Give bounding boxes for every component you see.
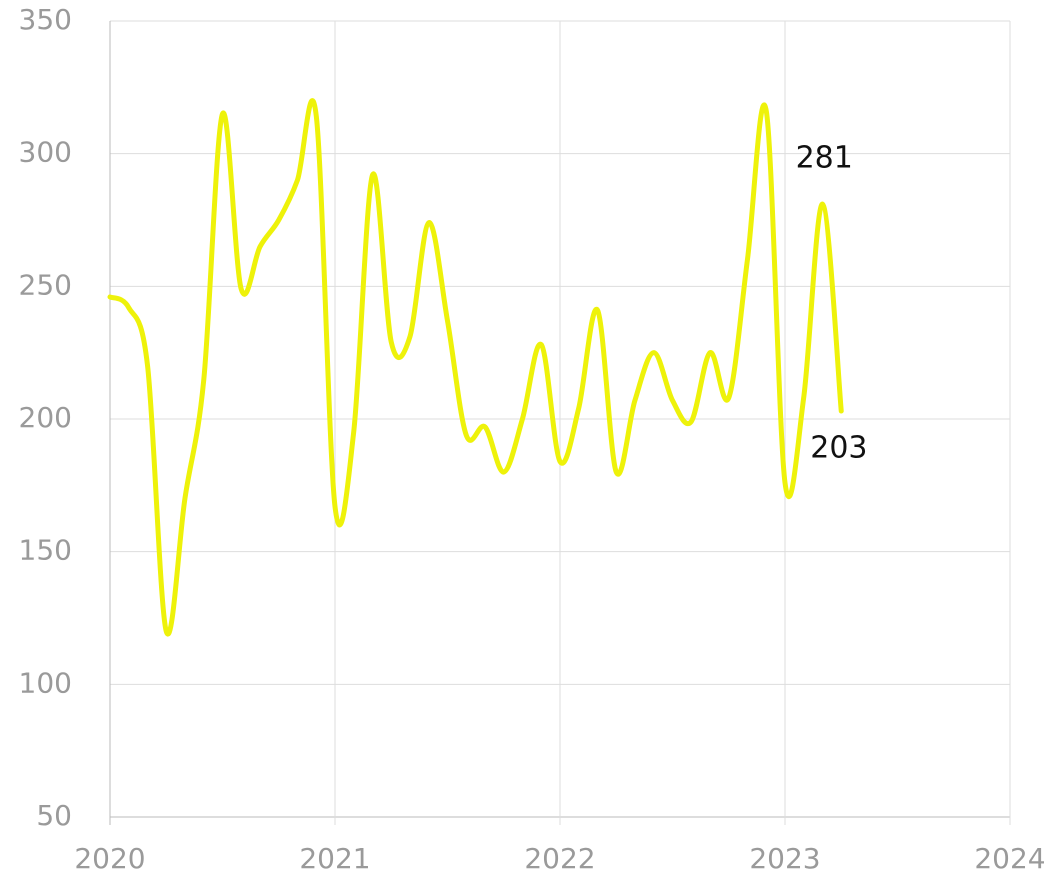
- x-tick-label: 2020: [74, 842, 145, 875]
- x-tick-label: 2022: [524, 842, 595, 875]
- y-tick-label: 50: [36, 799, 72, 832]
- y-tick-label: 350: [19, 3, 72, 36]
- line: [107, 98, 844, 637]
- y-tick-label: 150: [19, 534, 72, 567]
- y-tick-label: 200: [19, 401, 72, 434]
- y-tick-label: 300: [19, 136, 72, 169]
- x-tick-label: 2023: [749, 842, 820, 875]
- y-tick-label: 250: [19, 268, 72, 301]
- x-tick-label: 2024: [974, 842, 1045, 875]
- data-label: 281: [796, 141, 853, 176]
- data-label: 203: [810, 431, 867, 466]
- y-tick-label: 100: [19, 666, 72, 699]
- x-tick-label: 2021: [299, 842, 370, 875]
